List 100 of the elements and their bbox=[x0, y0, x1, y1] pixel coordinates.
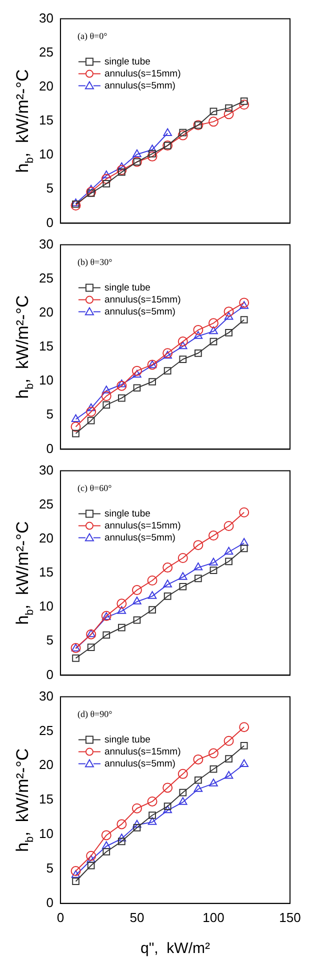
legend-label: annulus(s=15mm) bbox=[104, 294, 181, 306]
point bbox=[178, 341, 188, 350]
y-tick-label: 15 bbox=[38, 338, 54, 354]
point bbox=[132, 803, 142, 814]
point bbox=[163, 350, 172, 359]
legend-label: single tube bbox=[104, 56, 150, 68]
y-tick-label: 30 bbox=[38, 688, 54, 704]
point bbox=[102, 631, 110, 639]
point bbox=[148, 591, 157, 599]
y-tick-label: 10 bbox=[38, 372, 54, 388]
point bbox=[101, 391, 112, 402]
x-tick-label: 50 bbox=[130, 910, 144, 925]
point bbox=[194, 562, 203, 570]
point bbox=[133, 384, 141, 392]
point bbox=[240, 316, 248, 324]
point bbox=[72, 878, 80, 886]
point bbox=[162, 562, 173, 573]
legend-label: single tube bbox=[104, 734, 150, 746]
point bbox=[147, 575, 158, 586]
y-axis-title: hb, kW/m²-°C bbox=[13, 521, 36, 625]
point bbox=[116, 165, 127, 176]
point bbox=[86, 403, 96, 412]
point bbox=[208, 116, 218, 127]
y-tick-label: 20 bbox=[38, 78, 54, 94]
point bbox=[224, 109, 234, 120]
point bbox=[148, 606, 156, 614]
point bbox=[194, 776, 202, 784]
point bbox=[117, 834, 126, 842]
y-axis-title: hb, kW/m²-°C bbox=[13, 295, 36, 399]
point bbox=[224, 770, 234, 779]
point bbox=[102, 386, 111, 394]
point bbox=[148, 817, 157, 825]
point bbox=[210, 566, 218, 574]
point bbox=[224, 312, 234, 320]
point bbox=[194, 349, 202, 357]
point bbox=[116, 598, 127, 609]
x-tick-label: 150 bbox=[279, 910, 301, 925]
point bbox=[72, 200, 80, 208]
point bbox=[179, 582, 187, 590]
point bbox=[118, 838, 126, 846]
point bbox=[102, 401, 110, 409]
point bbox=[117, 606, 126, 614]
point bbox=[116, 380, 127, 391]
point bbox=[164, 592, 172, 600]
point bbox=[72, 430, 80, 438]
point bbox=[209, 326, 218, 334]
y-tick-label: 0 bbox=[46, 894, 54, 910]
point bbox=[148, 144, 157, 152]
y-tick-label: 25 bbox=[38, 44, 54, 60]
point bbox=[118, 168, 126, 176]
y-tick-label: 30 bbox=[38, 236, 54, 252]
point bbox=[164, 367, 172, 375]
legend-label: single tube bbox=[104, 508, 150, 520]
point bbox=[117, 162, 126, 170]
point bbox=[101, 830, 112, 840]
text: (a) θ=0° bbox=[77, 31, 108, 42]
point bbox=[86, 186, 96, 197]
point bbox=[239, 507, 250, 518]
point bbox=[116, 819, 127, 830]
point bbox=[132, 370, 142, 378]
x-tick-label: 100 bbox=[202, 910, 224, 925]
y-tick-label: 20 bbox=[38, 530, 54, 546]
point bbox=[194, 784, 203, 792]
point bbox=[193, 540, 204, 550]
point bbox=[179, 356, 187, 363]
point bbox=[132, 585, 142, 596]
point bbox=[178, 572, 188, 580]
point bbox=[72, 654, 80, 662]
point bbox=[209, 778, 218, 786]
y-tick-label: 25 bbox=[38, 496, 54, 512]
point bbox=[194, 331, 203, 339]
y-tick-label: 15 bbox=[38, 564, 54, 580]
point bbox=[147, 151, 158, 162]
point bbox=[70, 866, 81, 876]
y-tick-label: 15 bbox=[38, 792, 54, 807]
point bbox=[178, 336, 188, 347]
point bbox=[70, 422, 81, 432]
point bbox=[225, 558, 232, 566]
legend-label: annulus(s=5mm) bbox=[104, 306, 176, 318]
point bbox=[225, 329, 232, 336]
legend-label: annulus(s=5mm) bbox=[104, 80, 176, 92]
point bbox=[239, 722, 250, 732]
point bbox=[132, 596, 142, 604]
y-tick-label: 0 bbox=[46, 214, 54, 230]
point bbox=[240, 98, 248, 105]
point bbox=[240, 301, 248, 309]
point bbox=[102, 170, 111, 178]
point bbox=[178, 797, 188, 805]
point bbox=[86, 184, 96, 193]
point bbox=[240, 742, 248, 750]
y-tick-label: 10 bbox=[38, 146, 54, 162]
point bbox=[178, 768, 188, 779]
y-tick-label: 20 bbox=[38, 304, 54, 320]
point bbox=[240, 759, 248, 768]
point bbox=[209, 558, 218, 566]
point bbox=[210, 338, 218, 346]
x-axis-title: q", kW/m² bbox=[140, 940, 210, 957]
point bbox=[101, 174, 112, 184]
point bbox=[71, 870, 80, 878]
legend-label: annulus(s=5mm) bbox=[104, 758, 176, 770]
